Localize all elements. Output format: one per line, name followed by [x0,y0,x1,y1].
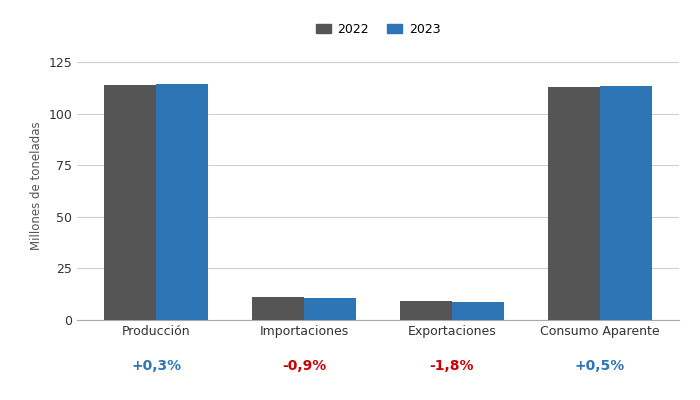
Bar [252,297,304,320]
Bar [304,298,356,320]
Bar [452,302,504,320]
Text: +0,3%: +0,3% [131,359,181,373]
Legend: 2022, 2023: 2022, 2023 [311,18,445,41]
Bar [104,85,156,320]
Bar [600,86,652,320]
Bar [156,84,208,320]
Text: -1,8%: -1,8% [430,359,474,373]
Bar [548,87,600,320]
Y-axis label: Millones de toneladas: Millones de toneladas [29,122,43,250]
Bar [400,302,452,320]
Text: +0,5%: +0,5% [575,359,625,373]
Text: -0,9%: -0,9% [282,359,326,373]
